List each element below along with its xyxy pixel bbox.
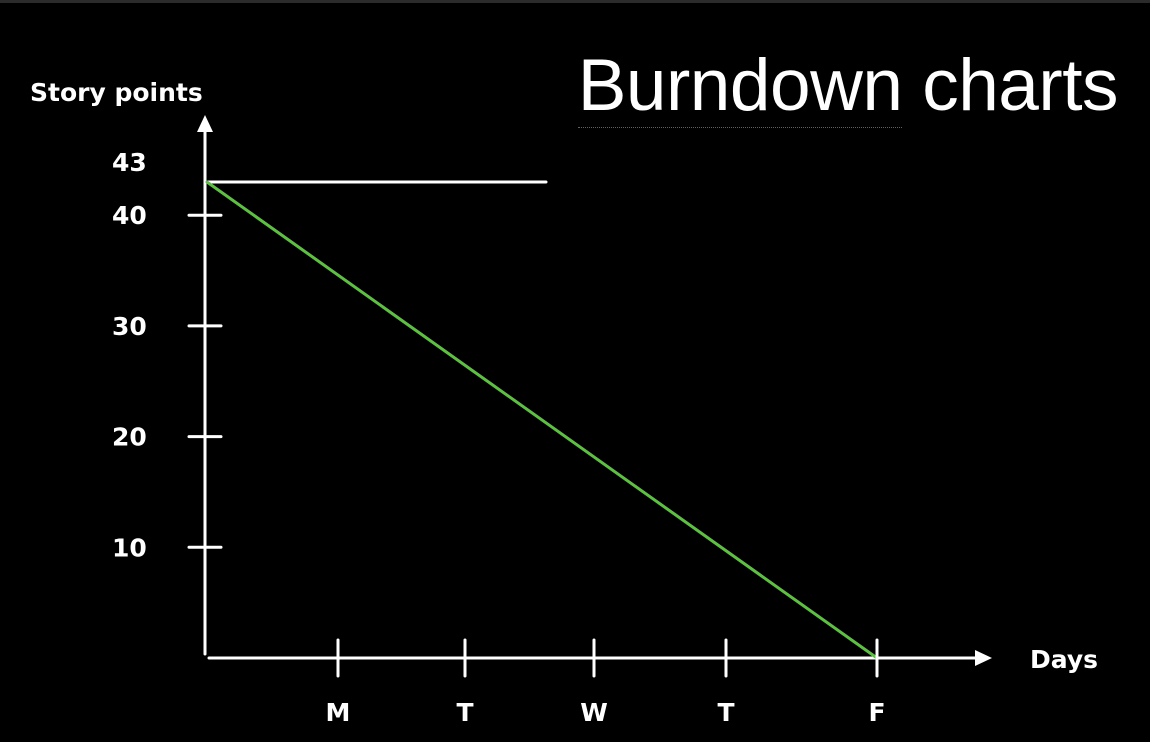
slide-title-word-charts: charts <box>902 45 1118 126</box>
ideal-burndown-line <box>205 180 879 660</box>
x-tick-m: M <box>326 638 351 727</box>
y-tick-label-20: 20 <box>112 423 147 452</box>
x-tick-label-t-1: T <box>456 698 473 727</box>
y-tick-label-40: 40 <box>112 201 147 230</box>
y-tick-30: 30 <box>112 312 223 341</box>
x-tick-label-t-2: T <box>717 698 734 727</box>
y-tick-40: 40 <box>112 201 223 230</box>
x-tick-t-1: T <box>456 638 474 727</box>
y-tick-20: 20 <box>112 423 223 452</box>
y-tick-label-10: 10 <box>112 533 147 562</box>
x-tick-w: W <box>580 638 608 727</box>
y-tick-label-30: 30 <box>112 312 147 341</box>
y-axis-label: Story points <box>30 78 203 107</box>
top-border <box>0 0 1150 3</box>
x-axis-arrow <box>975 650 992 666</box>
x-axis-label: Days <box>1030 645 1098 674</box>
x-tick-f: F <box>868 638 886 727</box>
x-tick-label-m: M <box>326 698 351 727</box>
x-tick-label-w: W <box>580 698 608 727</box>
y-axis-arrow <box>197 115 213 132</box>
slide-title-word-burndown: Burndown <box>577 45 903 128</box>
slide-title: Burndown charts <box>577 42 1118 130</box>
x-tick-t-2: T <box>717 638 735 727</box>
y-total-label: 43 <box>112 148 147 177</box>
x-tick-label-f: F <box>868 698 885 727</box>
y-tick-10: 10 <box>112 533 223 562</box>
